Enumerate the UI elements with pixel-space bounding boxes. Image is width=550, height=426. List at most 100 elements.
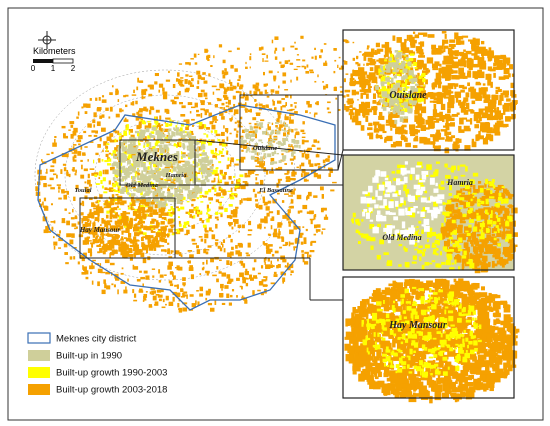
built-up-patch: [91, 202, 95, 207]
built-up-patch: [327, 167, 333, 171]
built-up-patch: [196, 245, 199, 249]
built-up-patch: [180, 288, 184, 291]
built-up-patch: [455, 250, 461, 253]
built-up-patch: [253, 275, 258, 279]
built-up-patch: [183, 291, 188, 294]
built-up-patch: [240, 125, 243, 128]
built-up-patch: [233, 103, 236, 108]
built-up-patch: [132, 249, 135, 252]
built-up-patch: [313, 172, 318, 178]
built-up-patch: [410, 63, 413, 67]
built-up-patch: [482, 257, 487, 263]
built-up-patch: [290, 104, 293, 107]
built-up-patch: [187, 190, 193, 193]
built-up-patch: [203, 167, 208, 171]
built-up-patch: [423, 84, 425, 87]
built-up-patch: [453, 141, 458, 148]
built-up-patch: [415, 194, 418, 198]
built-up-patch: [221, 288, 223, 291]
built-up-patch: [477, 198, 481, 203]
built-up-patch: [195, 191, 200, 194]
built-up-patch: [281, 98, 285, 100]
built-up-patch: [403, 105, 409, 108]
built-up-patch: [433, 249, 437, 255]
built-up-patch: [485, 181, 491, 184]
built-up-patch: [302, 204, 308, 210]
built-up-patch: [252, 188, 256, 193]
built-up-patch: [218, 161, 222, 164]
built-up-patch: [461, 53, 468, 60]
built-up-patch: [213, 119, 219, 121]
built-up-patch: [502, 246, 510, 253]
built-up-patch: [154, 142, 158, 146]
built-up-patch: [145, 190, 151, 195]
built-up-patch: [319, 186, 324, 191]
built-up-patch: [435, 247, 439, 251]
built-up-patch: [424, 190, 428, 194]
built-up-patch: [234, 219, 239, 224]
built-up-patch: [403, 233, 409, 238]
built-up-patch: [137, 136, 143, 141]
built-up-patch: [262, 130, 266, 135]
built-up-patch: [167, 219, 171, 225]
built-up-patch: [175, 127, 180, 131]
built-up-patch: [199, 217, 203, 221]
built-up-patch: [83, 168, 88, 172]
built-up-patch: [307, 148, 309, 153]
built-up-patch: [245, 252, 249, 255]
built-up-patch: [417, 182, 424, 185]
built-up-patch: [72, 131, 77, 136]
built-up-patch: [81, 257, 85, 262]
built-up-patch: [153, 242, 158, 248]
built-up-patch: [264, 226, 266, 229]
built-up-patch: [369, 337, 374, 344]
built-up-patch: [149, 163, 152, 169]
built-up-patch: [271, 93, 273, 95]
built-up-patch: [311, 240, 317, 243]
built-up-patch: [155, 121, 159, 126]
built-up-patch: [293, 188, 296, 191]
built-up-patch: [255, 112, 261, 116]
built-up-patch: [50, 221, 56, 223]
built-up-patch: [90, 253, 92, 257]
built-up-patch: [305, 70, 310, 74]
built-up-patch: [122, 210, 127, 215]
built-up-patch: [470, 110, 475, 114]
built-up-patch: [85, 276, 89, 280]
built-up-patch: [228, 223, 232, 227]
built-up-patch: [158, 298, 162, 302]
built-up-patch: [137, 110, 143, 113]
built-up-patch: [265, 83, 269, 86]
built-up-patch: [196, 147, 199, 153]
built-up-patch: [466, 261, 472, 265]
built-up-patch: [57, 186, 61, 190]
built-up-patch: [243, 139, 247, 143]
built-up-patch: [179, 187, 181, 190]
built-up-patch: [182, 152, 186, 155]
built-up-patch: [211, 124, 216, 130]
built-up-patch: [489, 108, 494, 116]
built-up-patch: [137, 132, 140, 137]
built-up-patch: [73, 196, 76, 202]
built-up-patch: [288, 221, 293, 224]
built-up-patch: [431, 44, 437, 50]
built-up-patch: [170, 211, 174, 215]
built-up-patch: [379, 99, 383, 103]
built-up-patch: [234, 163, 239, 166]
built-up-patch: [228, 50, 232, 53]
built-up-patch: [280, 106, 283, 111]
built-up-patch: [147, 120, 151, 123]
built-up-patch: [85, 188, 90, 194]
built-up-patch: [377, 223, 381, 228]
built-up-patch: [459, 103, 465, 109]
built-up-patch: [200, 89, 205, 93]
built-up-patch: [248, 122, 252, 125]
built-up-patch: [358, 76, 366, 82]
built-up-patch: [375, 134, 383, 139]
built-up-patch: [360, 235, 365, 238]
built-up-patch: [263, 276, 268, 278]
built-up-patch: [467, 82, 470, 87]
built-up-patch: [101, 289, 106, 295]
built-up-patch: [286, 134, 289, 138]
built-up-patch: [155, 293, 160, 296]
